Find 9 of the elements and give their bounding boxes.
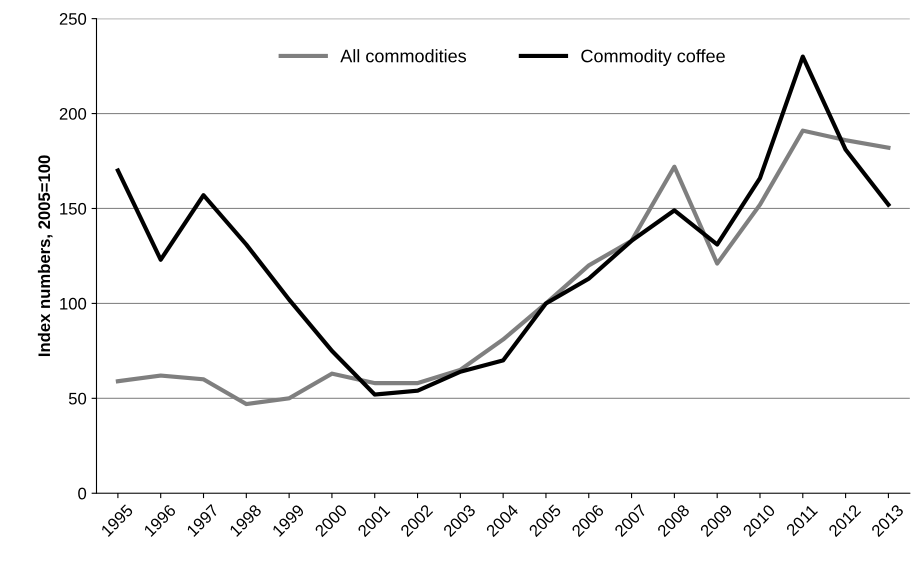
y-tick-label: 200 [60,108,86,120]
y-tick-label: 100 [60,298,86,310]
y-tick-label: 50 [68,392,86,405]
legend-label: Commodity coffee [581,49,725,66]
y-tick-label: 0 [78,488,86,500]
y-axis-title: Index numbers, 2005=100 [38,155,53,356]
y-tick-label: 250 [60,13,86,25]
y-tick-label: 150 [60,202,86,215]
legend-label: All commodities [340,49,466,62]
